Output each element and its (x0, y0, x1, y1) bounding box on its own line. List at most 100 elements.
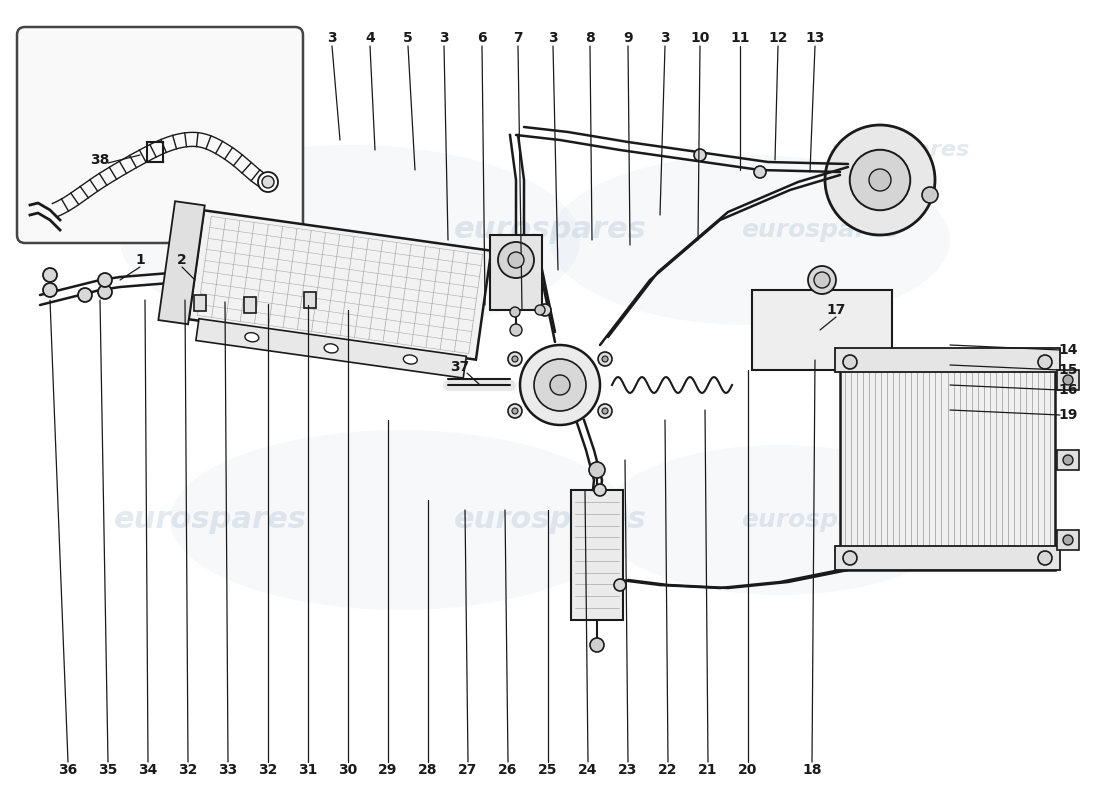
Text: 15: 15 (1058, 363, 1078, 377)
Bar (752, 290, 892, 370)
Bar (244, 297, 256, 313)
Text: 18: 18 (802, 763, 822, 777)
Text: 27: 27 (459, 763, 477, 777)
Ellipse shape (404, 355, 417, 364)
Circle shape (43, 283, 57, 297)
Circle shape (843, 551, 857, 565)
Circle shape (825, 125, 935, 235)
Ellipse shape (170, 430, 630, 610)
Text: 35: 35 (98, 763, 118, 777)
Text: 38: 38 (90, 153, 110, 167)
Circle shape (520, 345, 600, 425)
Ellipse shape (600, 445, 960, 595)
Text: eurospares: eurospares (453, 215, 647, 245)
Text: 8: 8 (585, 31, 595, 45)
Circle shape (508, 404, 522, 418)
Circle shape (814, 272, 830, 288)
Text: 3: 3 (327, 31, 337, 45)
Circle shape (598, 404, 612, 418)
Text: 5: 5 (403, 31, 412, 45)
Circle shape (602, 408, 608, 414)
Bar (1057, 370, 1079, 390)
Circle shape (539, 304, 551, 316)
Ellipse shape (120, 145, 580, 335)
Text: 9: 9 (624, 31, 632, 45)
Circle shape (754, 166, 766, 178)
Circle shape (694, 149, 706, 161)
Bar (194, 295, 206, 311)
Circle shape (98, 285, 112, 299)
Text: 31: 31 (298, 763, 318, 777)
Text: 32: 32 (178, 763, 198, 777)
Circle shape (590, 638, 604, 652)
Text: 19: 19 (1058, 408, 1078, 422)
Text: eurospares: eurospares (741, 218, 899, 242)
Text: 36: 36 (58, 763, 78, 777)
Bar (835, 348, 1060, 372)
Text: eurospares: eurospares (453, 506, 647, 534)
Text: autospares: autospares (829, 140, 970, 160)
Text: 13: 13 (805, 31, 825, 45)
Text: 30: 30 (339, 763, 358, 777)
Text: 29: 29 (378, 763, 398, 777)
Text: 4: 4 (365, 31, 375, 45)
Circle shape (258, 172, 278, 192)
Text: 3: 3 (660, 31, 670, 45)
Text: 12: 12 (768, 31, 788, 45)
Circle shape (508, 252, 524, 268)
Text: 1: 1 (135, 253, 145, 267)
Text: 6: 6 (477, 31, 487, 45)
Text: 16: 16 (1058, 383, 1078, 397)
Circle shape (1038, 551, 1052, 565)
Bar (840, 350, 1055, 570)
Circle shape (602, 356, 608, 362)
Text: 26: 26 (498, 763, 518, 777)
Bar (304, 292, 316, 308)
Ellipse shape (550, 155, 950, 325)
Bar (158, 202, 205, 324)
Circle shape (614, 579, 626, 591)
Circle shape (594, 484, 606, 496)
Text: 25: 25 (538, 763, 558, 777)
Bar (1057, 450, 1079, 470)
Bar (189, 210, 492, 360)
Text: eurospares: eurospares (113, 506, 307, 534)
Text: 21: 21 (698, 763, 717, 777)
Circle shape (43, 268, 57, 282)
Text: 22: 22 (658, 763, 678, 777)
Circle shape (843, 355, 857, 369)
Bar (571, 490, 623, 620)
Ellipse shape (324, 344, 338, 353)
Text: eurospares: eurospares (741, 508, 899, 532)
Circle shape (534, 359, 586, 411)
Ellipse shape (245, 333, 258, 342)
Text: 10: 10 (691, 31, 710, 45)
Circle shape (98, 273, 112, 287)
Circle shape (510, 324, 522, 336)
Bar (1057, 530, 1079, 550)
Circle shape (510, 307, 520, 317)
Circle shape (78, 288, 92, 302)
Circle shape (535, 305, 544, 315)
Text: 32: 32 (258, 763, 277, 777)
Text: 23: 23 (618, 763, 638, 777)
Circle shape (512, 408, 518, 414)
Circle shape (508, 352, 522, 366)
Circle shape (498, 242, 534, 278)
Text: 20: 20 (738, 763, 758, 777)
Text: 33: 33 (219, 763, 238, 777)
Bar (835, 546, 1060, 570)
Text: 3: 3 (439, 31, 449, 45)
Text: 14: 14 (1058, 343, 1078, 357)
Circle shape (922, 187, 938, 203)
Circle shape (262, 176, 274, 188)
Text: 34: 34 (139, 763, 157, 777)
Bar (196, 318, 466, 378)
Text: 17: 17 (826, 303, 846, 317)
Circle shape (849, 150, 911, 210)
Circle shape (1063, 375, 1072, 385)
Circle shape (550, 375, 570, 395)
Text: 28: 28 (418, 763, 438, 777)
Bar (490, 235, 542, 310)
Circle shape (869, 169, 891, 191)
